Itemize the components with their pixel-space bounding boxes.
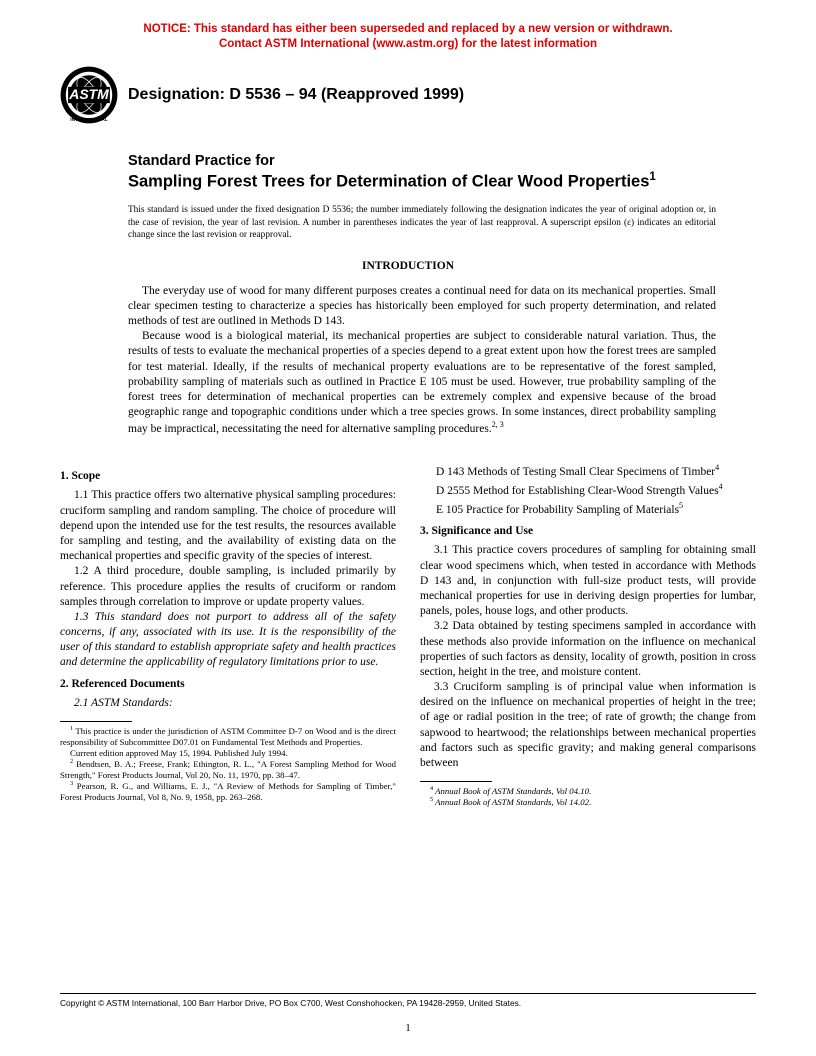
notice-line1: NOTICE: This standard has either been su… <box>143 23 672 35</box>
sig-3-3: 3.3 Cruciform sampling is of principal v… <box>420 680 756 771</box>
ref-d2555-text: D 2555 Method for Establishing Clear-Woo… <box>436 485 719 497</box>
footnote-1: 1 This practice is under the jurisdictio… <box>60 726 396 748</box>
title-sup: 1 <box>649 171 655 183</box>
footnote-5: 5 Annual Book of ASTM Standards, Vol 14.… <box>420 797 756 808</box>
intro-p2: Because wood is a biological material, i… <box>128 329 716 437</box>
ref-e105: E 105 Practice for Probability Sampling … <box>420 501 756 518</box>
title-main-text: Sampling Forest Trees for Determination … <box>128 173 649 191</box>
ref-d143: D 143 Methods of Testing Small Clear Spe… <box>420 463 756 480</box>
footnote-rule-right <box>420 781 492 782</box>
svg-text:ASTM: ASTM <box>68 86 109 102</box>
scope-heading: 1. Scope <box>60 469 396 484</box>
scope-1-2: 1.2 A third procedure, double sampling, … <box>60 564 396 610</box>
footnote-5-text: Annual Book of ASTM Standards, Vol 14.02… <box>433 797 591 807</box>
significance-heading: 3. Significance and Use <box>420 524 756 539</box>
notice-banner: NOTICE: This standard has either been su… <box>60 22 756 52</box>
footnote-3: 3 Pearson, R. G., and Williams, E. J., "… <box>60 781 396 803</box>
ref-e105-text: E 105 Practice for Probability Sampling … <box>436 504 679 516</box>
footnote-4: 4 Annual Book of ASTM Standards, Vol 04.… <box>420 786 756 797</box>
footnote-rule-left <box>60 721 132 722</box>
scope-1-1: 1.1 This practice offers two alternative… <box>60 488 396 564</box>
intro-p2-text: Because wood is a biological material, i… <box>128 330 716 435</box>
issuance-note: This standard is issued under the fixed … <box>128 204 716 242</box>
ref-d143-text: D 143 Methods of Testing Small Clear Spe… <box>436 466 715 478</box>
footnote-2-text: Bendtsen, B. A.; Freese, Frank; Ethingto… <box>60 759 396 780</box>
header-row: ASTM INTERNATIONAL Designation: D 5536 –… <box>60 66 756 124</box>
title-block: Standard Practice for Sampling Forest Tr… <box>128 152 756 192</box>
title-main: Sampling Forest Trees for Determination … <box>128 170 756 192</box>
copyright-text: Copyright © ASTM International, 100 Barr… <box>60 993 756 1008</box>
notice-line2: Contact ASTM International (www.astm.org… <box>219 38 597 50</box>
body-columns: 1. Scope 1.1 This practice offers two al… <box>60 463 756 808</box>
refdocs-heading: 2. Referenced Documents <box>60 677 396 692</box>
intro-p1: The everyday use of wood for many differ… <box>128 284 716 330</box>
page-number: 1 <box>0 1022 816 1034</box>
footnote-3-text: Pearson, R. G., and Williams, E. J., "A … <box>60 781 396 802</box>
designation-text: Designation: D 5536 – 94 (Reapproved 199… <box>128 86 464 104</box>
intro-p2-sup: 2, 3 <box>492 420 504 429</box>
svg-text:INTERNATIONAL: INTERNATIONAL <box>70 117 108 122</box>
ref-d2555: D 2555 Method for Establishing Clear-Woo… <box>420 482 756 499</box>
refdocs-2-1: 2.1 ASTM Standards: <box>60 696 396 711</box>
footnote-4-text: Annual Book of ASTM Standards, Vol 04.10… <box>433 786 591 796</box>
footnote-1-text: This practice is under the jurisdiction … <box>60 726 396 747</box>
sig-3-2: 3.2 Data obtained by testing specimens s… <box>420 619 756 680</box>
astm-logo-icon: ASTM INTERNATIONAL <box>60 66 118 124</box>
ref-d143-sup: 4 <box>715 463 719 472</box>
footnote-1b: Current edition approved May 15, 1994. P… <box>60 748 396 759</box>
ref-e105-sup: 5 <box>679 501 683 510</box>
left-column: 1. Scope 1.1 This practice offers two al… <box>60 463 396 808</box>
sig-3-1: 3.1 This practice covers procedures of s… <box>420 543 756 619</box>
scope-1-3: 1.3 This standard does not purport to ad… <box>60 610 396 671</box>
refdocs-2-1-text: 2.1 ASTM Standards: <box>74 697 173 709</box>
ref-d2555-sup: 4 <box>719 482 723 491</box>
intro-heading: INTRODUCTION <box>60 260 756 272</box>
intro-body: The everyday use of wood for many differ… <box>128 284 716 438</box>
right-column: D 143 Methods of Testing Small Clear Spe… <box>420 463 756 808</box>
title-prefix: Standard Practice for <box>128 152 756 170</box>
footnote-2: 2 Bendtsen, B. A.; Freese, Frank; Ething… <box>60 759 396 781</box>
